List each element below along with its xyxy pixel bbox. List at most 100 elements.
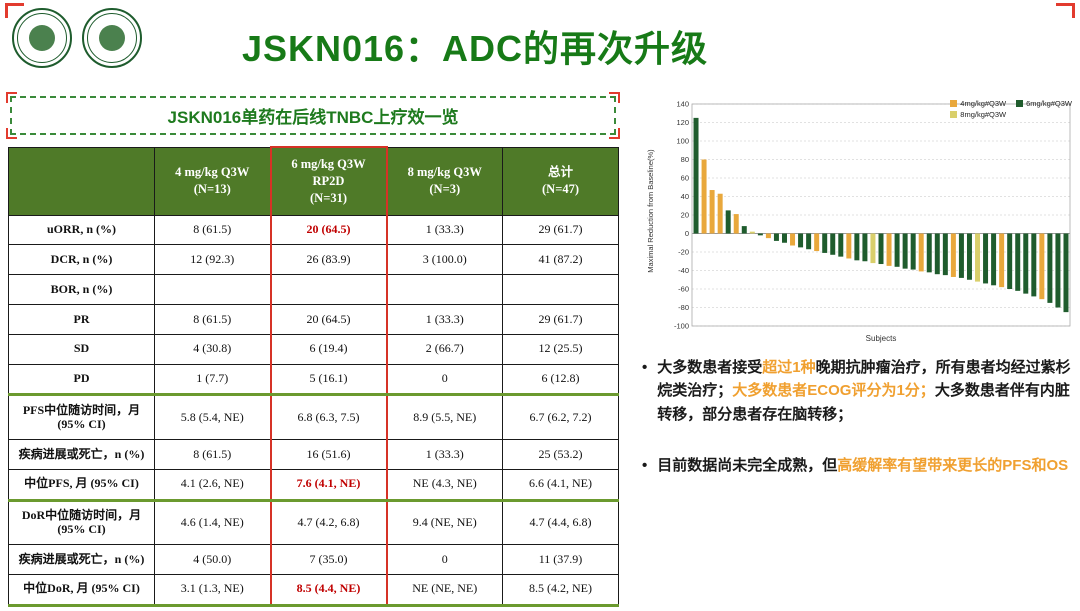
bullet-list: • 大多数患者接受超过1种晚期抗肿瘤治疗，所有患者均经过紫杉烷类治疗；大多数患者E…	[642, 356, 1078, 505]
chart-bar	[733, 214, 739, 234]
table-cell: 8 (61.5)	[154, 214, 271, 246]
y-tick-label: -60	[678, 285, 689, 294]
table-row: SD 4 (30.8) 6 (19.4) 2 (66.7) 12 (25.5)	[8, 333, 619, 365]
y-tick-label: 20	[681, 211, 689, 220]
table-cell: NE (4.3, NE)	[386, 468, 503, 501]
chart-bar	[838, 233, 844, 257]
chart-bar	[926, 233, 932, 273]
chart-bar	[966, 233, 972, 280]
row-label: PFS中位随访时间，月 (95% CI)	[8, 393, 155, 440]
table-cell: 11 (37.9)	[502, 544, 619, 575]
table-row: 中位PFS, 月 (95% CI) 4.1 (2.6, NE) 7.6 (4.1, …	[8, 468, 619, 501]
legend-label: 6mg/kg#Q3W	[1026, 99, 1072, 108]
table-cell: 4 (50.0)	[154, 544, 271, 575]
table-cell: 4.1 (2.6, NE)	[154, 468, 271, 501]
row-label: PR	[8, 304, 155, 335]
table-cell: NE (NE, NE)	[386, 573, 503, 606]
chart-bar	[862, 233, 868, 262]
chart-bar	[1047, 233, 1053, 303]
x-axis-label: Subjects	[866, 334, 897, 343]
legend-swatch-icon	[950, 100, 958, 107]
chart-bar	[991, 233, 997, 286]
column-header-6mg-rp2d: 6 mg/kg Q3W RP2D (N=31)	[269, 145, 388, 216]
chart-bar	[717, 193, 723, 234]
corner-bracket-top-left-icon	[5, 3, 24, 18]
chart-bar	[757, 233, 763, 236]
y-tick-label: 40	[681, 192, 689, 201]
row-label: DoR中位随访时间，月 (95% CI)	[8, 498, 155, 546]
table-row: 疾病进展或死亡，n (%) 4 (50.0) 7 (35.0) 0 11 (37.9)	[8, 544, 619, 575]
cancer-center-seal-icon	[82, 8, 142, 68]
y-tick-label: 80	[681, 155, 689, 164]
legend-label: 4mg/kg#Q3W	[960, 99, 1007, 108]
legend-item: 6mg/kg#Q3W	[1016, 99, 1072, 108]
table-cell: 20 (64.5)	[269, 304, 388, 335]
chart-bar	[983, 233, 989, 284]
chart-bar	[814, 233, 820, 252]
table-cell	[269, 274, 388, 306]
bullet-text: 目前数据尚未完全成熟，但高缓解率有望带来更长的PFS和OS	[657, 454, 1068, 477]
table-row: PD 1 (7.7) 5 (16.1) 0 6 (12.8)	[8, 363, 619, 396]
legend-item: 8mg/kg#Q3W	[950, 110, 1006, 119]
table-cell: 8.5 (4.4, NE)	[269, 573, 388, 607]
slide-title: JSKN016：ADC的再次升级	[241, 28, 709, 69]
text-segment: 大多数患者伴有内脏转移，部分患者存在脑转移；	[657, 382, 1070, 423]
y-tick-label: 120	[676, 118, 689, 127]
table-cell: 8.5 (4.2, NE)	[502, 573, 619, 606]
column-header-4mg: 4 mg/kg Q3W (N=13)	[154, 146, 271, 216]
table-row: PR 8 (61.5) 20 (64.5) 1 (33.3) 29 (61.7)	[8, 304, 619, 335]
table-cell: 12 (25.5)	[502, 333, 619, 365]
table-cell: 5.8 (5.4, NE)	[154, 393, 271, 440]
bullet-item: • 大多数患者接受超过1种晚期抗肿瘤治疗，所有患者均经过紫杉烷类治疗；大多数患者E…	[642, 356, 1078, 426]
table-row: 疾病进展或死亡，n (%) 8 (61.5) 16 (51.6) 1 (33.3) 25…	[8, 439, 619, 470]
table-cell: 6 (12.8)	[502, 363, 619, 396]
chart-bar	[958, 233, 964, 278]
chart-bar	[846, 233, 852, 259]
chart-bar	[886, 233, 892, 266]
bullet-marker-icon: •	[642, 456, 648, 474]
chart-bar	[782, 233, 787, 243]
table-cell	[386, 274, 503, 306]
row-label: PD	[8, 363, 155, 396]
table-row: PFS中位随访时间，月 (95% CI) 5.8 (5.4, NE) 6.8 (6.…	[8, 393, 619, 440]
table-row: 中位DoR, 月 (95% CI) 3.1 (1.3, NE) 8.5 (4.4, …	[8, 573, 619, 607]
chart-bar	[693, 117, 699, 234]
table-cell: 0	[386, 363, 503, 396]
table-cell: 20 (64.5)	[269, 214, 388, 246]
waterfall-chart: Maximal Reduction from Baseline(%) 140 12…	[646, 96, 1074, 346]
column-header-8mg: 8 mg/kg Q3W (N=3)	[386, 146, 503, 216]
table-cell: 2 (66.7)	[386, 333, 503, 365]
table-cell	[154, 274, 271, 306]
table-row: BOR, n (%)	[8, 274, 619, 306]
bullet-marker-icon: •	[642, 359, 648, 376]
chart-bar	[798, 233, 804, 248]
bullet-text: 大多数患者接受超过1种晚期抗肿瘤治疗，所有患者均经过紫杉烷类治疗；大多数患者EC…	[657, 356, 1078, 426]
text-segment: 超过1种	[762, 359, 816, 376]
table-cell: 8.9 (5.5, NE)	[386, 393, 503, 440]
chart-bar	[701, 159, 707, 234]
text-segment: 目前数据尚未完全成熟，但	[657, 456, 838, 474]
table-title: JSKN016单药在后线TNBC上疗效一览	[167, 108, 459, 127]
chart-bar	[830, 233, 836, 255]
chart-bar	[894, 233, 900, 267]
table-cell: 25 (53.2)	[502, 439, 619, 470]
chart-bar	[918, 233, 924, 272]
row-label: BOR, n (%)	[8, 274, 155, 306]
row-label: 中位PFS, 月 (95% CI)	[8, 468, 155, 501]
text-segment: 大多数患者接受	[657, 359, 763, 376]
chart-bar	[741, 226, 747, 234]
table-cell: 41 (87.2)	[502, 244, 619, 276]
chart-bar	[1063, 233, 1069, 313]
column-header-total: 总计 (N=47)	[502, 146, 619, 216]
chart-bar	[749, 231, 755, 234]
chart-bar	[1031, 233, 1037, 297]
table-cell: 6 (19.4)	[269, 333, 388, 365]
chart-bar	[878, 233, 884, 265]
chart-bar	[709, 190, 715, 234]
table-cell: 3 (100.0)	[386, 244, 503, 276]
box-bracket-icon	[609, 92, 620, 103]
legend-item: 4mg/kg#Q3W	[950, 99, 1006, 108]
efficacy-table-body: uORR, n (%) 8 (61.5) 20 (64.5) 1 (33.3) 29 (…	[8, 214, 619, 607]
table-row: uORR, n (%) 8 (61.5) 20 (64.5) 1 (33.3) 29 (…	[8, 214, 619, 246]
